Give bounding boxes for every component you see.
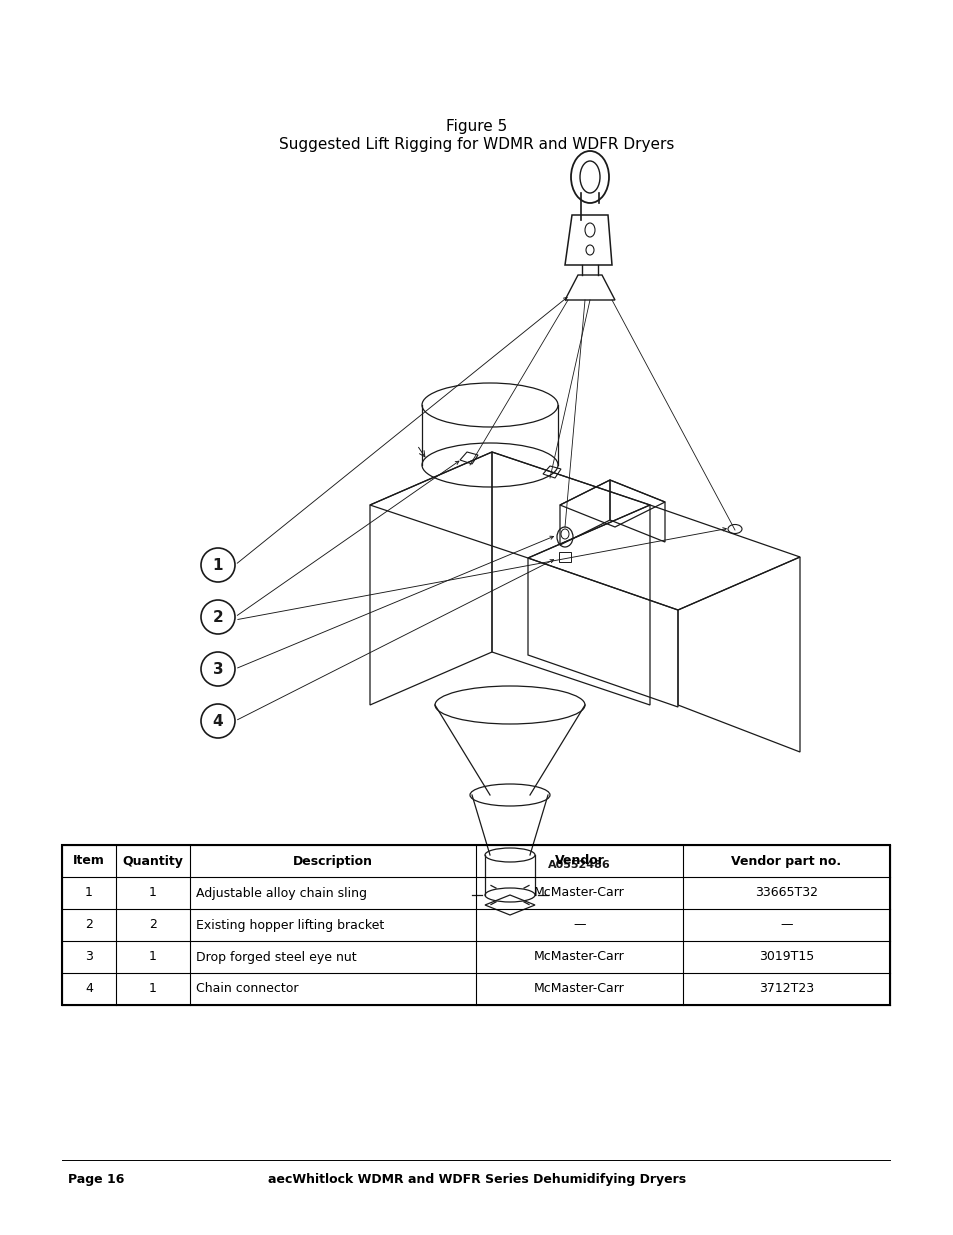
Text: McMaster-Carr: McMaster-Carr <box>534 951 624 963</box>
Text: 1: 1 <box>85 887 92 899</box>
Text: Drop forged steel eye nut: Drop forged steel eye nut <box>196 951 356 963</box>
Text: 1: 1 <box>149 951 157 963</box>
Text: A0552486: A0552486 <box>547 860 610 869</box>
Text: McMaster-Carr: McMaster-Carr <box>534 983 624 995</box>
Text: Suggested Lift Rigging for WDMR and WDFR Dryers: Suggested Lift Rigging for WDMR and WDFR… <box>279 137 674 152</box>
Text: 1: 1 <box>149 887 157 899</box>
Text: 4: 4 <box>85 983 92 995</box>
Text: aecWhitlock WDMR and WDFR Series Dehumidifying Dryers: aecWhitlock WDMR and WDFR Series Dehumid… <box>268 1173 685 1187</box>
Text: —: — <box>780 919 792 931</box>
Text: Quantity: Quantity <box>123 855 183 867</box>
Text: Vendor part no.: Vendor part no. <box>731 855 841 867</box>
Text: Description: Description <box>293 855 373 867</box>
Text: 3712T23: 3712T23 <box>759 983 813 995</box>
Text: 1: 1 <box>213 557 223 573</box>
Text: Existing hopper lifting bracket: Existing hopper lifting bracket <box>196 919 384 931</box>
Text: Adjustable alloy chain sling: Adjustable alloy chain sling <box>196 887 367 899</box>
Text: 3: 3 <box>213 662 223 677</box>
Text: 2: 2 <box>85 919 92 931</box>
Text: —: — <box>573 919 585 931</box>
Text: 4: 4 <box>213 714 223 729</box>
Text: Chain connector: Chain connector <box>196 983 298 995</box>
Text: 1: 1 <box>149 983 157 995</box>
Text: 2: 2 <box>149 919 157 931</box>
Text: Vendor: Vendor <box>554 855 604 867</box>
Bar <box>62 845 889 1005</box>
Text: McMaster-Carr: McMaster-Carr <box>534 887 624 899</box>
Text: Item: Item <box>72 855 105 867</box>
Text: 33665T32: 33665T32 <box>754 887 817 899</box>
Text: Figure 5: Figure 5 <box>446 120 507 135</box>
Text: 3019T15: 3019T15 <box>758 951 813 963</box>
Text: 2: 2 <box>213 610 223 625</box>
Text: Page 16: Page 16 <box>68 1173 124 1187</box>
Text: 3: 3 <box>85 951 92 963</box>
